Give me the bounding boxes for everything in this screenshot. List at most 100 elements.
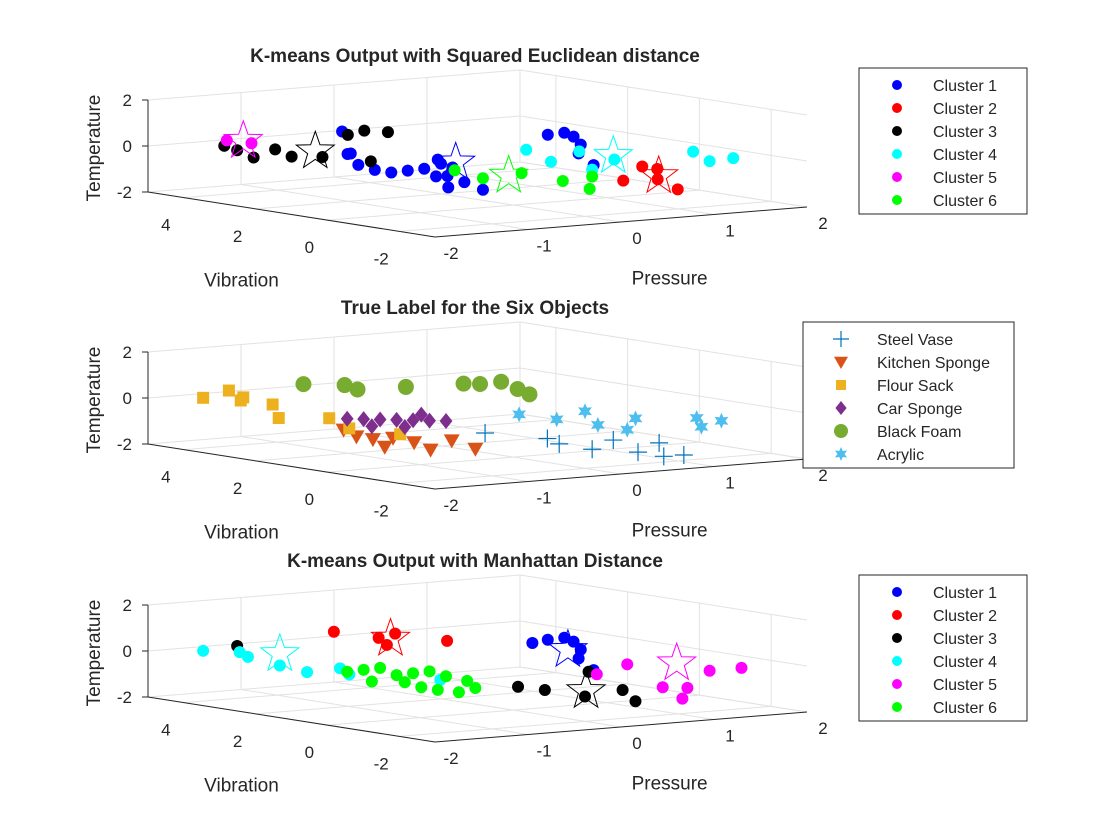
- data-point: [526, 637, 539, 649]
- y-tick-label: 2: [233, 732, 242, 751]
- y-tick-label: 2: [233, 227, 242, 246]
- x-tick-label: -1: [536, 742, 551, 761]
- legend-marker: [833, 331, 849, 347]
- data-point: [651, 162, 664, 175]
- data-point: [620, 421, 635, 438]
- z-tick-label: 0: [123, 642, 132, 661]
- data-point: [735, 661, 748, 674]
- grid-line: [255, 683, 628, 715]
- grid-line: [327, 694, 700, 726]
- data-point: [687, 145, 700, 158]
- data-point: [401, 164, 414, 177]
- data-point: [676, 692, 689, 705]
- legend-box: [858, 574, 1028, 722]
- grid-line: [399, 705, 772, 737]
- data-point: [458, 176, 471, 189]
- y-tick-label: 2: [233, 479, 242, 498]
- y-axis-label: Vibration: [204, 271, 279, 292]
- chart-panel-2: True Label for the Six Objects -2 0 2 -2 0 2 4 -…: [84, 298, 1015, 544]
- data-point: [431, 683, 444, 696]
- data-point: [385, 166, 398, 179]
- data-point: [414, 406, 428, 423]
- data-point: [323, 412, 336, 425]
- data-point: [316, 150, 329, 163]
- data-point: [636, 160, 649, 173]
- data-points: [197, 373, 729, 466]
- data-point: [520, 143, 533, 156]
- data-point: [343, 422, 356, 435]
- data-points: [197, 617, 748, 709]
- data-point: [476, 172, 489, 185]
- legend-marker: [892, 656, 902, 666]
- x-tick-label: -2: [443, 749, 458, 768]
- legend-label: Cluster 1: [933, 78, 997, 95]
- data-point: [272, 412, 285, 425]
- data-point: [550, 434, 569, 453]
- legend-marker: [892, 702, 902, 712]
- data-point: [352, 158, 365, 171]
- data-point: [374, 661, 387, 674]
- grid-line: [519, 115, 808, 162]
- grid-line: [519, 413, 808, 460]
- data-point: [558, 631, 571, 644]
- y-tick-label: 4: [161, 468, 170, 487]
- data-point: [616, 683, 629, 696]
- grid-line: [183, 672, 556, 704]
- legend-marker: [892, 679, 902, 689]
- data-point: [381, 126, 394, 139]
- data-point: [364, 433, 381, 448]
- grid-line: [519, 574, 808, 621]
- data-point: [349, 381, 366, 398]
- legend-label: Acrylic: [877, 447, 924, 464]
- legend-label: Steel Vase: [877, 332, 953, 349]
- x-tick-label: 1: [725, 474, 734, 493]
- data-point: [365, 418, 379, 435]
- data-point: [538, 429, 557, 448]
- chart-title: K-means Output with Manhattan Distance: [287, 551, 663, 572]
- legend-label: Cluster 5: [933, 677, 997, 694]
- z-axis-label: Temperature: [84, 600, 105, 707]
- centroid-marker: [638, 154, 680, 194]
- x-axis-label: Pressure: [632, 521, 708, 542]
- grid-line: [333, 176, 622, 223]
- y-axis-label: Vibration: [204, 523, 279, 544]
- chart-panel-1: K-means Output with Squared Euclidean di…: [84, 46, 1028, 292]
- grid-line: [327, 189, 700, 221]
- data-point: [407, 667, 420, 680]
- data-point: [512, 680, 525, 693]
- x-tick-label: 0: [632, 481, 641, 500]
- legend: Steel Vase Kitchen Sponge Flour Sack Car Sp…: [802, 321, 1015, 469]
- grid-line: [255, 430, 628, 462]
- legend-label: Cluster 6: [933, 193, 997, 210]
- data-point: [341, 665, 354, 678]
- data-point: [295, 376, 312, 393]
- data-point: [357, 411, 371, 428]
- y-tick-label: -2: [374, 249, 389, 268]
- data-point: [583, 182, 596, 195]
- data-points: [218, 119, 740, 196]
- data-point: [578, 690, 591, 703]
- data-point: [398, 676, 411, 689]
- data-point: [380, 638, 393, 651]
- data-point: [617, 174, 630, 187]
- data-point: [423, 665, 436, 678]
- data-point: [541, 128, 554, 141]
- grid-line: [255, 178, 628, 210]
- data-point: [544, 155, 557, 168]
- data-point: [689, 410, 704, 426]
- data-point: [567, 130, 580, 143]
- legend: Cluster 1 Cluster 2 Cluster 3 Cluster 4 Clus…: [858, 67, 1028, 215]
- x-tick-label: 1: [725, 222, 734, 241]
- data-point: [241, 650, 254, 663]
- data-point: [467, 442, 484, 457]
- legend-label: Black Foam: [877, 424, 961, 441]
- grid-line: [519, 69, 808, 116]
- legend-box: [802, 321, 1015, 469]
- grid-line: [519, 367, 808, 414]
- x-tick-label: 1: [725, 727, 734, 746]
- data-point: [714, 412, 729, 429]
- y-tick-label: 4: [161, 216, 170, 235]
- data-point: [327, 625, 340, 638]
- z-tick-label: 0: [123, 389, 132, 408]
